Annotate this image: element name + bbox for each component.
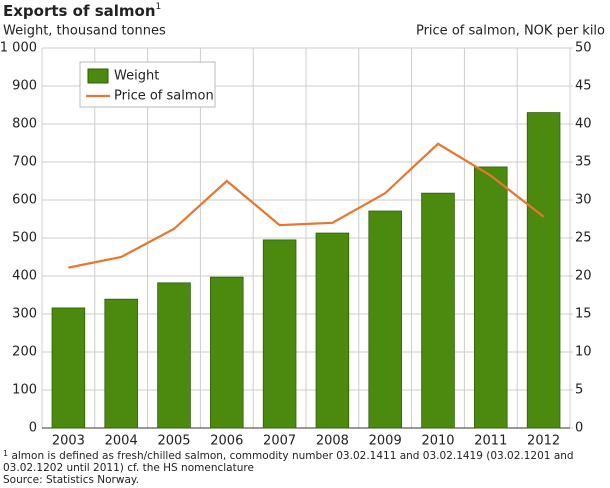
bar [262,239,297,429]
y2-tick-label: 45 [575,79,592,94]
x-tick-label: 2003 [52,434,85,449]
y2-tick-label: 0 [575,421,583,436]
legend-label: Price of salmon [114,89,214,104]
x-tick-label: 2008 [316,434,349,449]
x-tick-label: 2009 [369,434,402,449]
title-text: Exports of salmon [3,2,156,20]
y2-tick-label: 40 [575,117,592,132]
y-tick-label: 700 [12,155,37,170]
bar [474,166,508,429]
x-tick-label: 2010 [421,434,454,449]
x-tick-label: 2005 [157,434,190,449]
y-tick-label: 100 [12,383,37,398]
x-tick-label: 2004 [105,434,138,449]
footnote-marker: 1 [3,449,9,458]
bar [157,282,191,429]
y2-axis-label: Price of salmon, NOK per kilo [416,24,605,39]
y2-tick-label: 50 [575,41,592,56]
chart: Exports of salmon1 Weight, thousand tonn… [0,2,605,449]
bar [315,232,350,429]
legend-box [79,61,216,108]
bar [210,276,244,429]
y-tick-label: 900 [12,79,37,94]
chart-title: Exports of salmon1 [3,2,161,20]
bar [421,192,455,429]
y-tick-label: 1 000 [0,41,37,56]
source: Source: Statistics Norway. [3,474,139,486]
y2-tick-label: 20 [575,269,592,284]
x-tick-label: 2007 [263,434,296,449]
title-marker: 1 [156,2,162,12]
footnote-text: almon is defined as fresh/chilled salmon… [3,450,574,474]
x-tick-label: 2012 [527,434,560,449]
bar [368,210,402,429]
line [68,142,545,269]
y2-tick-label: 15 [575,307,592,322]
y2-tick-label: 10 [575,345,592,360]
bar [526,112,561,429]
y-tick-label: 200 [12,345,37,360]
legend-swatch [87,68,109,84]
y-tick-label: 400 [12,269,37,284]
bar [104,298,138,429]
y-tick-label: 800 [12,117,37,132]
y-tick-label: 300 [12,307,37,322]
y2-tick-label: 30 [575,193,592,208]
y-tick-label: 0 [29,421,37,436]
notes: 1 almon is defined as fresh/chilled salm… [3,449,607,487]
footnote: 1 almon is defined as fresh/chilled salm… [3,449,607,475]
legend-label: Weight [114,69,159,84]
y-tick-label: 600 [12,193,37,208]
y2-tick-label: 25 [575,231,592,246]
y2-tick-label: 35 [575,155,592,170]
bar [51,307,86,429]
y2-tick-label: 5 [575,383,583,398]
x-tick-label: 2006 [210,434,243,449]
y-axis-label: Weight, thousand tonnes [3,24,166,39]
y-tick-label: 500 [12,231,37,246]
x-tick-label: 2011 [474,434,507,449]
